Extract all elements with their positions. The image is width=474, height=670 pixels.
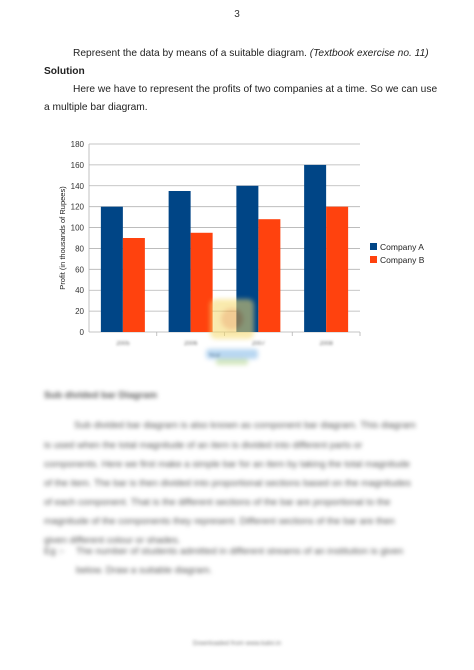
textbook-reference: (Textbook exercise no. 11) — [309, 48, 429, 59]
x-tick-label: 2005 — [116, 341, 130, 347]
blurred-para-line: given different colour or shades. — [44, 535, 181, 546]
bar-company-a — [236, 185, 259, 332]
legend-swatch-company-b — [370, 256, 377, 263]
blurred-para-line: Sub divided bar diagram is also known as… — [74, 420, 416, 431]
x-tick-label: 2008 — [319, 341, 333, 347]
bar-company-b — [190, 232, 213, 332]
y-tick-label: 20 — [75, 307, 84, 316]
x-tick-label: 2006 — [184, 341, 198, 347]
bar-company-b — [258, 219, 281, 332]
footer-source: Downloaded from www.kalvi.in — [192, 640, 282, 647]
blurred-eg-line: below. Draw a suitable diagram. — [76, 565, 212, 576]
bar-company-a — [304, 164, 327, 332]
solution-heading: Solution — [44, 66, 85, 77]
blurred-heading: Sub divided bar Diagram — [44, 390, 158, 401]
intro-line: Represent the data by means of a suitabl… — [73, 48, 429, 59]
y-tick-label: 0 — [80, 328, 85, 337]
y-tick-label: 100 — [71, 224, 85, 233]
y-axis-label: Profit (in thousands of Rupees) — [58, 186, 67, 290]
y-tick-label: 180 — [71, 140, 85, 149]
y-tick-label: 40 — [75, 286, 84, 295]
x-tick-label: 2007 — [252, 341, 266, 347]
blurred-para-line: magnitude of the components they represe… — [44, 516, 395, 527]
legend-swatch-company-a — [370, 243, 377, 250]
watermark-logo — [202, 293, 262, 371]
page-number: 3 — [234, 9, 240, 20]
y-tick-label: 120 — [71, 203, 85, 212]
blurred-eg-label: Eg :- — [44, 546, 65, 557]
blurred-para-line: components. Here we first make a simple … — [44, 459, 410, 470]
bar-company-a — [168, 191, 191, 332]
solution-line-1: Here we have to represent the profits of… — [73, 84, 438, 95]
y-tick-label: 140 — [71, 182, 85, 191]
legend-label: Company B — [380, 255, 425, 265]
blurred-eg-line: The number of students admitted in diffe… — [76, 546, 404, 557]
y-tick-label: 160 — [71, 161, 85, 170]
blurred-para-line: of each component. That is the different… — [44, 497, 391, 508]
y-tick-label: 80 — [75, 244, 84, 253]
y-tick-label: 60 — [75, 265, 84, 274]
bar-company-b — [122, 238, 145, 332]
bar-company-b — [326, 206, 349, 332]
blurred-para-line: is used when the total magnitude of an i… — [44, 440, 363, 451]
profit-bar-chart: 0 20 40 60 80 100 120 140 160 180 2005 2006 2007 2008… — [58, 140, 425, 359]
blurred-para-line: of the item. The bar is then divided int… — [44, 478, 411, 489]
intro-text: Represent the data by means of a suitabl… — [73, 48, 310, 59]
solution-line-2: a multiple bar diagram. — [44, 102, 148, 113]
bar-company-a — [100, 206, 123, 332]
legend-label: Company A — [380, 242, 424, 252]
